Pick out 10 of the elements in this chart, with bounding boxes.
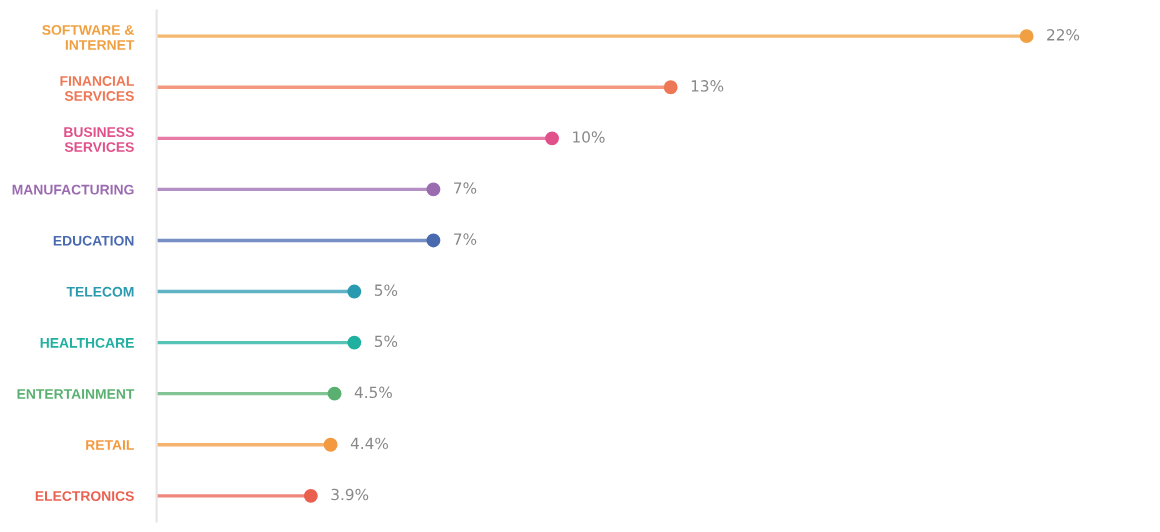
- point: [347, 284, 362, 299]
- point: [426, 233, 441, 248]
- point: [323, 437, 338, 452]
- point: [545, 131, 559, 146]
- point: [426, 182, 441, 197]
- point: [303, 488, 318, 503]
- point: [347, 335, 362, 350]
- point: [1019, 29, 1034, 44]
- point: [663, 80, 678, 95]
- point: [327, 386, 342, 401]
